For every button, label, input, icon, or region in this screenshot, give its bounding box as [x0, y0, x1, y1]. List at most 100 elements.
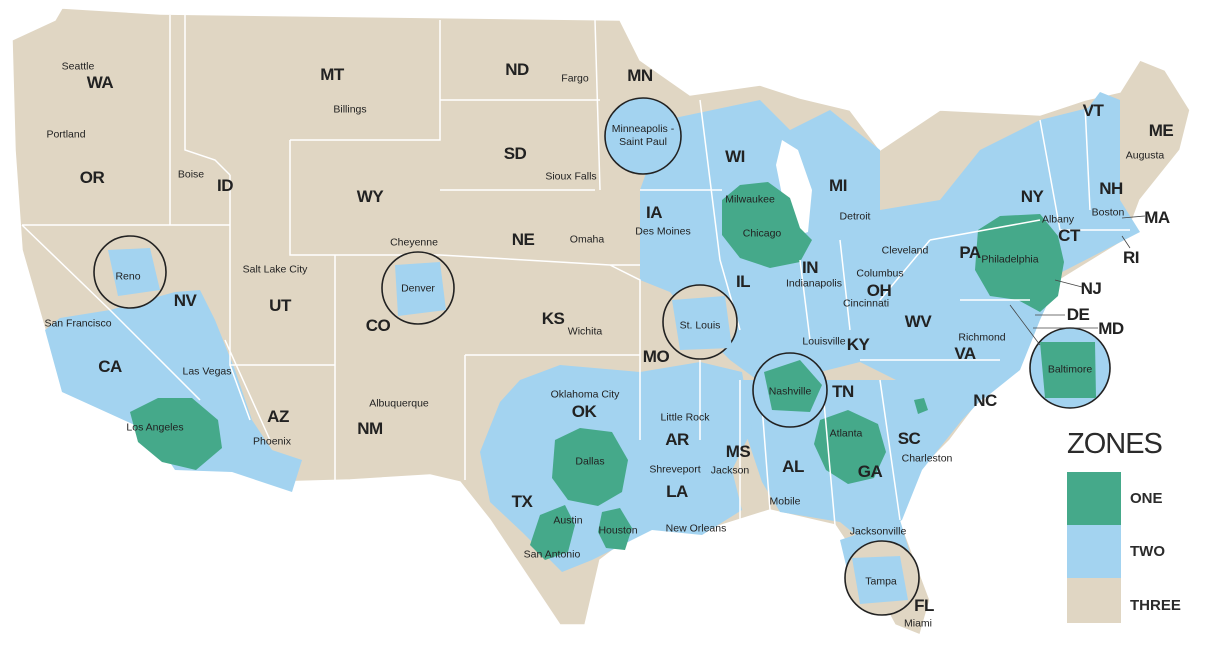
inset-reno-area	[108, 248, 160, 296]
state-label-ut: UT	[269, 296, 291, 315]
inset-tampa-area	[852, 556, 908, 604]
city-label-atlanta: Atlanta	[829, 427, 863, 440]
state-label-mo: MO	[642, 347, 670, 366]
zone-one-houston	[598, 508, 632, 550]
city-label-columbus: Columbus	[856, 267, 904, 280]
city-label-phoenix: Phoenix	[253, 435, 291, 448]
state-label-wy: WY	[356, 187, 384, 206]
city-label-san-antonio: San Antonio	[523, 548, 581, 561]
inset-nashville-area	[764, 360, 822, 412]
city-label-albany: Albany	[1041, 213, 1075, 226]
state-label-sd: SD	[503, 144, 527, 163]
state-label-ky: KY	[846, 335, 870, 354]
city-label-portland: Portland	[46, 128, 86, 141]
state-label-mn: MN	[627, 66, 653, 85]
city-label-austin: Austin	[553, 514, 583, 527]
city-label-los-angeles: Los Angeles	[126, 421, 184, 434]
legend-title: ZONES	[1067, 428, 1163, 460]
state-label-co: CO	[365, 316, 391, 335]
state-label-al: AL	[782, 457, 804, 476]
state-label-ks: KS	[541, 309, 565, 328]
city-label-salt-lake-city: Salt Lake City	[242, 263, 308, 276]
lake-michigan	[776, 140, 812, 236]
state-label-ia: IA	[646, 203, 663, 222]
zone-two-midwest-northeast	[640, 92, 1140, 398]
city-label-seattle: Seattle	[61, 60, 95, 73]
city-label-dallas: Dallas	[575, 455, 605, 468]
state-label-ok: OK	[571, 402, 597, 421]
state-label-ga: GA	[857, 462, 883, 481]
city-label-augusta: Augusta	[1125, 149, 1165, 162]
state-label-az: AZ	[267, 407, 289, 426]
city-label-mobile: Mobile	[769, 495, 801, 508]
state-label-va: VA	[954, 344, 976, 363]
zone-one-nc-spot	[914, 398, 928, 414]
zone-two-southwest	[45, 290, 302, 492]
city-label-des-moines: Des Moines	[635, 225, 691, 238]
city-label-tampa: Tampa	[865, 575, 897, 588]
zone-one-philadelphia-nj	[975, 214, 1064, 312]
state-label-de: DE	[1066, 305, 1090, 324]
city-label-philadelphia: Philadelphia	[981, 253, 1039, 266]
city-label-chicago: Chicago	[742, 227, 782, 240]
state-label-wi: WI	[725, 147, 745, 166]
city-label-oklahoma-city: Oklahoma City	[550, 388, 620, 401]
state-label-fl: FL	[914, 596, 934, 615]
legend-label-two: TWO	[1130, 543, 1165, 560]
state-label-pa: PA	[959, 243, 981, 262]
city-label-albuquerque: Albuquerque	[369, 397, 429, 410]
state-label-ma: MA	[1144, 208, 1170, 227]
city-label-miami: Miami	[904, 617, 932, 630]
state-borders	[21, 15, 1130, 526]
city-label-st-louis: St. Louis	[679, 319, 721, 332]
city-label-cheyenne: Cheyenne	[390, 236, 438, 249]
state-label-sc: SC	[897, 429, 921, 448]
city-label-boise: Boise	[177, 168, 205, 181]
state-label-wa: WA	[86, 73, 114, 92]
state-label-tx: TX	[511, 492, 533, 511]
state-label-nm: NM	[357, 419, 383, 438]
city-label-little-rock: Little Rock	[660, 411, 710, 424]
zone-one-dallas	[552, 428, 628, 506]
state-label-wv: WV	[904, 312, 932, 331]
state-label-ne: NE	[511, 230, 535, 249]
city-label-louisville: Louisville	[802, 335, 846, 348]
legend-swatch-one	[1067, 472, 1121, 525]
city-label-milwaukee: Milwaukee	[725, 193, 775, 206]
state-label-ct: CT	[1058, 226, 1080, 245]
state-label-id: ID	[217, 176, 234, 195]
state-label-ms: MS	[725, 442, 751, 461]
city-label-sioux-falls: Sioux Falls	[545, 170, 597, 183]
state-label-mt: MT	[320, 65, 344, 84]
zone-one-los-angeles	[130, 398, 222, 470]
city-label-omaha: Omaha	[569, 233, 605, 246]
state-label-nd: ND	[505, 60, 529, 79]
state-label-ri: RI	[1123, 248, 1140, 267]
state-label-nh: NH	[1099, 179, 1123, 198]
zone-one-regions	[130, 182, 1064, 560]
legend-label-three: THREE	[1130, 597, 1181, 614]
city-label-billings: Billings	[333, 103, 367, 116]
city-label-minneapolis-saint-paul: Minneapolis - Saint Paul	[611, 123, 675, 148]
state-label-tn: TN	[832, 382, 854, 401]
city-label-denver: Denver	[401, 282, 435, 295]
state-label-nv: NV	[173, 291, 197, 310]
inset-st-louis-area	[672, 296, 732, 350]
state-label-or: OR	[79, 168, 105, 187]
state-label-mi: MI	[829, 176, 847, 195]
inset-denver-area	[395, 262, 446, 316]
city-label-reno: Reno	[115, 270, 141, 283]
state-label-nj: NJ	[1080, 279, 1102, 298]
state-label-me: ME	[1148, 121, 1174, 140]
city-label-charleston: Charleston	[901, 452, 953, 465]
city-label-shreveport: Shreveport	[649, 463, 701, 476]
state-label-ca: CA	[98, 357, 122, 376]
state-label-vt: VT	[1082, 101, 1104, 120]
inset-minneapolis	[604, 97, 682, 175]
state-label-oh: OH	[866, 281, 892, 300]
legend-swatch-three	[1067, 578, 1121, 623]
city-label-indianapolis: Indianapolis	[785, 277, 843, 290]
city-label-cincinnati: Cincinnati	[842, 297, 890, 310]
state-label-in: IN	[802, 258, 819, 277]
